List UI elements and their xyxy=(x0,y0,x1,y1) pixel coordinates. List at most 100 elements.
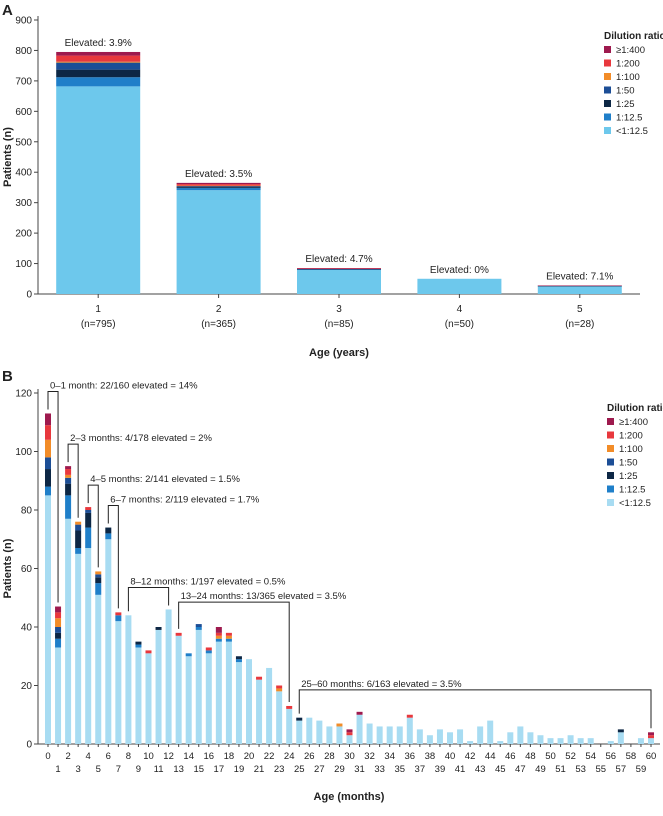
b-x-tick-label: 10 xyxy=(143,751,154,762)
b-legend-title: Dilution ratio xyxy=(607,403,663,414)
b-y-tick-label: 100 xyxy=(15,447,32,458)
b-bracket-label: 25–60 months: 6/163 elevated = 3.5% xyxy=(301,679,462,690)
a-legend-label: 1:12.5 xyxy=(616,113,642,124)
b-bar-segment xyxy=(65,483,72,496)
b-bar-segment xyxy=(85,548,92,744)
b-bar-segment xyxy=(648,732,654,736)
b-bar-segment xyxy=(366,723,373,744)
b-bar-segment xyxy=(406,714,413,718)
b-bar-segment xyxy=(235,662,242,744)
b-legend-swatch xyxy=(607,418,614,425)
b-bar-segment xyxy=(436,729,443,744)
b-bar-segment xyxy=(306,717,313,744)
a-legend-label: ≥1:400 xyxy=(616,45,645,56)
b-bar-segment xyxy=(65,495,72,519)
a-x-tick-label: 4 xyxy=(457,304,463,315)
a-bar-segment xyxy=(297,268,381,269)
b-x-tick-label: 17 xyxy=(214,764,225,775)
b-bar-segment xyxy=(65,477,72,484)
b-x-tick-label: 7 xyxy=(116,764,121,775)
a-legend-label: 1:200 xyxy=(616,59,640,70)
a-legend-swatch xyxy=(604,73,611,80)
a-bar-segment xyxy=(176,184,261,186)
b-legend-swatch xyxy=(607,458,614,466)
a-bar-segment xyxy=(176,187,261,189)
b-x-tick-label: 52 xyxy=(565,751,576,762)
a-legend-label: 1:100 xyxy=(616,72,640,83)
b-bar-segment xyxy=(386,726,393,744)
a-y-axis-title: Patients (n) xyxy=(2,127,14,187)
b-legend-swatch xyxy=(607,499,614,506)
b-legend-swatch xyxy=(607,445,614,452)
b-bar-segment xyxy=(75,553,82,744)
a-bar-segment xyxy=(56,55,141,62)
b-legend-label: 1:25 xyxy=(619,471,638,482)
b-bracket-label: 6–7 months: 2/119 elevated = 1.7% xyxy=(110,495,260,506)
b-bar-segment xyxy=(296,720,303,744)
b-bar-segment xyxy=(426,735,433,744)
b-bar-segment xyxy=(45,413,51,426)
a-bar-segment xyxy=(297,269,381,270)
a-y-tick-label: 100 xyxy=(15,259,32,270)
b-bar-segment xyxy=(577,738,584,744)
b-bar-segment xyxy=(376,726,383,744)
b-x-tick-label: 59 xyxy=(636,764,647,775)
b-x-tick-label: 21 xyxy=(254,764,265,775)
a-legend-swatch xyxy=(604,100,611,107)
b-bar-segment xyxy=(225,635,232,639)
b-x-tick-label: 48 xyxy=(525,751,536,762)
b-bar-segment xyxy=(45,425,51,440)
b-x-tick-label: 35 xyxy=(394,764,405,775)
b-x-tick-label: 13 xyxy=(173,764,184,775)
b-legend-swatch xyxy=(607,431,614,439)
b-bar-segment xyxy=(276,685,283,689)
b-legend-label: 1:12.5 xyxy=(619,485,645,496)
b-x-tick-label: 25 xyxy=(294,764,305,775)
b-bar-segment xyxy=(205,647,212,651)
b-x-tick-label: 14 xyxy=(183,751,194,762)
a-legend-swatch xyxy=(604,59,611,67)
b-x-tick-label: 28 xyxy=(324,751,335,762)
b-x-tick-label: 55 xyxy=(595,764,606,775)
b-bar-segment xyxy=(125,615,132,744)
b-bar-segment xyxy=(195,624,202,627)
b-x-tick-label: 41 xyxy=(455,764,466,775)
b-x-tick-label: 57 xyxy=(616,764,627,775)
b-bar-segment xyxy=(648,738,654,744)
a-y-tick-label: 600 xyxy=(15,107,32,118)
b-x-tick-label: 11 xyxy=(154,764,164,775)
a-x-axis-title: Age (years) xyxy=(309,347,369,359)
b-bar-segment xyxy=(225,638,232,642)
b-bar-segment xyxy=(346,732,353,736)
b-bar-segment xyxy=(346,735,353,744)
b-bar-segment xyxy=(527,732,534,744)
b-bar-segment xyxy=(55,632,62,639)
panel-b-label: B xyxy=(2,368,13,385)
b-x-tick-label: 31 xyxy=(354,764,365,775)
b-bar-segment xyxy=(617,729,624,733)
b-x-tick-label: 9 xyxy=(136,764,141,775)
a-x-tick-label: 5 xyxy=(577,304,583,315)
b-bracket-line xyxy=(127,586,170,612)
b-bar-segment xyxy=(55,647,62,744)
b-bar-segment xyxy=(215,638,222,642)
b-bar-segment xyxy=(135,644,142,648)
b-x-tick-label: 20 xyxy=(244,751,255,762)
b-bar-segment xyxy=(477,726,484,744)
b-bar-segment xyxy=(45,439,51,458)
b-bar-segment xyxy=(55,618,62,627)
b-legend-swatch xyxy=(607,485,614,493)
b-x-tick-label: 18 xyxy=(224,751,235,762)
b-bracket-label: 2–3 months: 4/178 elevated = 2% xyxy=(70,433,212,444)
a-bar-segment xyxy=(56,77,141,87)
a-legend-swatch xyxy=(604,127,611,134)
b-bar-segment xyxy=(537,735,544,744)
b-bar-segment xyxy=(95,571,102,575)
b-bar-segment xyxy=(185,653,192,657)
b-bar-segment xyxy=(45,469,51,487)
a-elevated-annotation: Elevated: 4.7% xyxy=(305,254,372,265)
b-bar-segment xyxy=(95,574,102,578)
a-y-tick-label: 900 xyxy=(15,16,32,27)
b-bar-segment xyxy=(316,720,323,744)
